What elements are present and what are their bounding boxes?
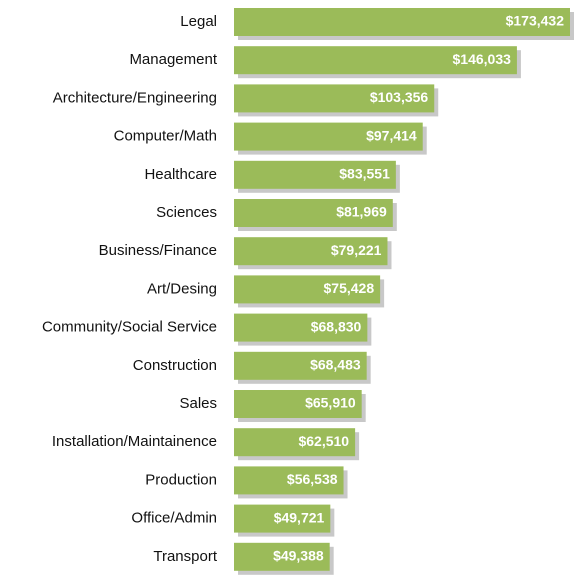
bar — [234, 84, 435, 113]
value-label: $75,428 — [324, 280, 375, 296]
bar — [234, 351, 367, 380]
category-label: Transport — [153, 548, 217, 565]
value-label: $97,414 — [366, 127, 417, 143]
value-label: $146,033 — [453, 51, 512, 67]
value-label: $56,538 — [287, 471, 338, 487]
category-label: Production — [145, 471, 217, 488]
category-label: Computer/Math — [114, 128, 217, 145]
bar — [234, 428, 356, 457]
bar — [234, 275, 381, 304]
bar — [234, 313, 368, 342]
bar — [234, 122, 423, 151]
value-label: $68,830 — [311, 318, 362, 334]
category-label: Office/Admin — [131, 510, 217, 527]
bar — [234, 237, 388, 266]
category-label: Installation/Maintainence — [52, 433, 217, 450]
value-label: $68,483 — [310, 357, 361, 373]
value-label: $83,551 — [339, 166, 390, 182]
bar — [234, 504, 331, 533]
value-label: $62,510 — [298, 433, 349, 449]
bar — [234, 46, 517, 75]
bar — [234, 8, 570, 36]
bar — [234, 466, 344, 495]
bar — [234, 542, 330, 571]
category-label: Sales — [179, 395, 217, 412]
category-label: Sciences — [156, 204, 217, 221]
category-label: Architecture/Engineering — [53, 89, 217, 106]
category-label: Management — [129, 51, 217, 68]
category-label: Legal — [180, 13, 217, 30]
category-label: Construction — [133, 357, 217, 374]
value-label: $65,910 — [305, 395, 356, 411]
value-label: $103,356 — [370, 89, 429, 105]
bar — [234, 390, 362, 418]
value-label: $49,721 — [274, 509, 325, 525]
value-label: $81,969 — [336, 204, 387, 220]
category-label: Healthcare — [144, 166, 217, 183]
category-label: Art/Desing — [147, 280, 217, 297]
bar — [234, 199, 393, 227]
category-label: Community/Social Service — [42, 319, 217, 336]
value-label: $79,221 — [331, 242, 382, 258]
value-label: $173,432 — [506, 13, 565, 29]
category-label: Business/Finance — [99, 242, 217, 259]
bar — [234, 160, 396, 189]
value-label: $49,388 — [273, 548, 324, 564]
